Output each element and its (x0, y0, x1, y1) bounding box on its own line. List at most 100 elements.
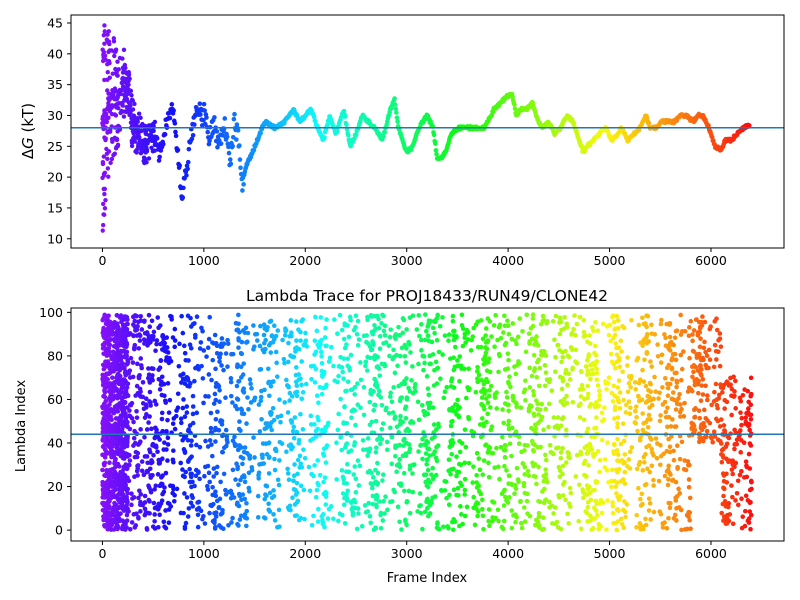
lambda-point (392, 489, 397, 495)
lambda-point (478, 344, 484, 350)
lambda-point (686, 477, 692, 482)
lambda-point (302, 455, 308, 461)
lambda-point (132, 428, 137, 434)
lambda-point (101, 514, 106, 519)
lambda-point (591, 505, 597, 511)
delta-g-point (235, 128, 241, 133)
lambda-point (640, 468, 646, 473)
lambda-point (283, 326, 288, 331)
lambda-point (460, 521, 465, 527)
lambda-point (424, 328, 429, 334)
lambda-point (407, 510, 413, 516)
delta-g-point (129, 143, 135, 149)
lambda-point (427, 511, 433, 516)
lambda-point (240, 492, 246, 497)
delta-g-point (234, 137, 239, 142)
lambda-point (635, 428, 640, 434)
lambda-point (339, 447, 345, 453)
lambda-point (670, 417, 675, 422)
lambda-point (358, 377, 364, 383)
delta-g-point (112, 151, 118, 156)
lambda-point (646, 496, 652, 501)
lambda-point (111, 527, 117, 532)
lambda-point (501, 420, 507, 426)
lambda-point (100, 452, 105, 458)
lambda-point (585, 504, 591, 510)
lambda-point (195, 512, 201, 518)
lambda-point (543, 370, 549, 375)
lambda-point (413, 381, 418, 387)
lambda-point (484, 419, 489, 425)
lambda-point (643, 481, 649, 487)
lambda-point (118, 511, 123, 516)
lambda-point (678, 352, 684, 358)
lambda-point (263, 337, 268, 343)
lambda-point (313, 366, 319, 372)
lambda-point (125, 490, 130, 496)
lambda-point (175, 391, 181, 397)
lambda-point (213, 493, 219, 499)
lambda-point (498, 335, 504, 341)
lambda-point (416, 417, 422, 423)
lambda-point (687, 517, 693, 523)
lambda-point (279, 441, 285, 446)
lambda-point (212, 332, 218, 338)
lambda-point (118, 313, 124, 318)
lambda-point (313, 314, 318, 320)
lambda-point (260, 455, 265, 460)
lambda-point (495, 337, 500, 343)
lambda-point (455, 485, 461, 491)
lambda-point (474, 506, 479, 512)
delta-g-point (490, 109, 496, 115)
lambda-point (563, 427, 569, 433)
lambda-point (197, 476, 202, 482)
lambda-point (736, 434, 742, 439)
lambda-point (188, 345, 194, 351)
lambda-point (237, 419, 242, 424)
lambda-point (671, 448, 676, 454)
lambda-point (236, 523, 241, 528)
lambda-point (634, 358, 640, 363)
lambda-point (186, 427, 192, 432)
lambda-point (212, 391, 218, 397)
lambda-point (741, 440, 747, 446)
lambda-point (446, 468, 451, 473)
lambda-point (641, 379, 647, 384)
y-tick-label: 20 (47, 170, 63, 185)
lambda-point (285, 359, 291, 365)
lambda-point (353, 476, 359, 482)
lambda-point (506, 473, 512, 479)
lambda-point (147, 399, 152, 404)
lambda-point (749, 486, 754, 492)
lambda-point (235, 397, 241, 402)
lambda-point (486, 518, 491, 524)
lambda-point (658, 462, 663, 468)
lambda-point (115, 324, 121, 330)
delta-g-point (105, 88, 110, 93)
lambda-point (474, 369, 480, 374)
lambda-point (298, 461, 304, 466)
lambda-point (729, 467, 735, 472)
lambda-point (320, 521, 326, 527)
lambda-point (458, 462, 464, 467)
lambda-point (625, 389, 631, 395)
delta-g-point (227, 157, 233, 162)
lambda-point (646, 339, 652, 344)
lambda-point (674, 380, 680, 385)
lambda-point (558, 450, 564, 455)
lambda-point (434, 337, 440, 343)
lambda-point (145, 331, 150, 337)
lambda-point (418, 510, 424, 516)
lambda-point (148, 488, 153, 493)
lambda-point (414, 327, 420, 332)
lambda-point (673, 357, 679, 363)
lambda-point (615, 385, 621, 390)
lambda-point (135, 473, 140, 478)
delta-g-point (127, 100, 133, 106)
lambda-point (219, 336, 225, 341)
lambda-point (480, 336, 486, 342)
lambda-point (594, 415, 599, 420)
lambda-point (676, 486, 681, 492)
lambda-point (432, 319, 438, 325)
lambda-point (648, 359, 653, 364)
